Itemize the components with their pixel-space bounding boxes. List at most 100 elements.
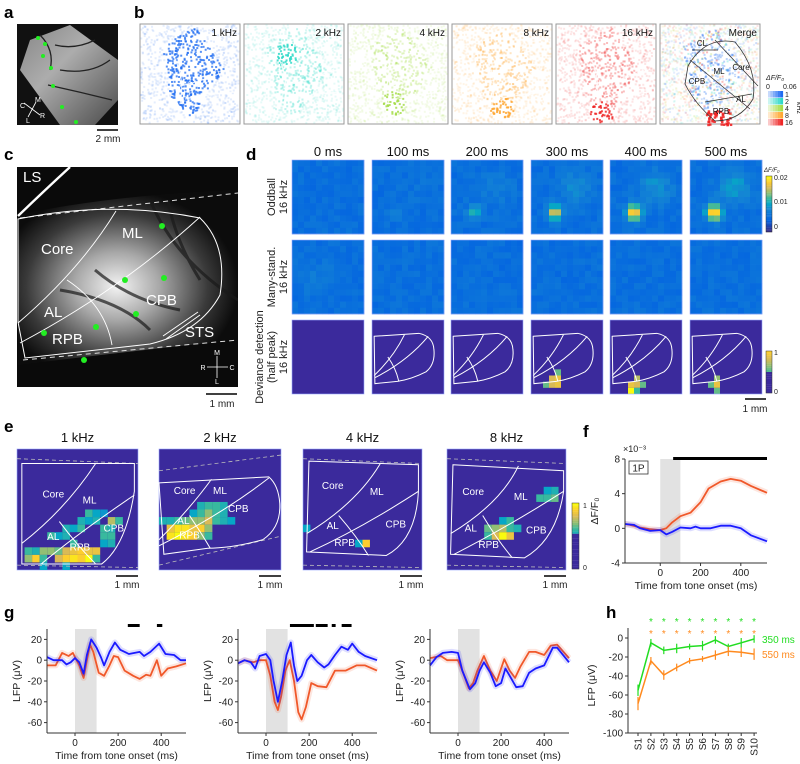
pixel [334,68,337,71]
pixel [618,75,621,78]
pixel [196,39,199,42]
pixel [301,83,304,86]
pixel [278,47,281,50]
pixel [303,75,306,78]
pixel [486,88,489,91]
pixel [605,92,608,95]
pixel [339,54,342,57]
pixel [301,47,304,50]
pixel [650,36,653,39]
pixel [388,104,391,107]
pixel [524,100,527,103]
pixel [330,110,333,113]
pixel [403,49,406,52]
pixel [621,63,624,66]
pixel [173,116,176,119]
pixel [440,75,443,78]
pixel [277,31,280,34]
pixel [410,113,413,116]
pixel [463,29,466,32]
pixel [408,42,411,45]
pixel [624,82,627,85]
pixel [617,75,620,78]
pixel [386,64,389,67]
pixel [227,100,230,103]
pixel [225,39,228,42]
pixel [441,66,444,69]
pixel [179,35,182,38]
pixel [442,114,445,117]
pixel [302,114,305,117]
pixel [444,115,447,118]
pixel [322,86,325,89]
pixel [476,44,479,47]
pixel [163,92,166,95]
pixel [366,49,369,52]
pixel [510,99,513,102]
pixel [233,115,236,118]
pixel [546,86,549,89]
pixel [255,89,258,92]
pixel [614,86,617,89]
pixel [373,51,376,54]
pixel [212,85,215,88]
pixel [422,87,425,90]
pixel [142,96,145,99]
pixel [277,118,280,121]
pixel [750,105,753,108]
pixel [251,82,254,85]
pixel [372,26,375,29]
pixel [549,28,552,31]
pixel [179,26,182,29]
pixel [395,29,398,32]
pixel [307,100,310,103]
pixel [314,34,317,37]
pixel [465,28,468,31]
pixel [340,26,343,29]
pixel [672,75,675,78]
pixel [661,51,664,54]
pixel [401,109,404,112]
pixel [585,103,588,106]
pixel [496,109,499,112]
pixel [747,58,750,61]
pixel [492,28,495,31]
pixel [165,118,168,121]
pixel [465,41,468,44]
pixel [522,91,525,94]
pixel [465,105,468,108]
pixel [196,102,199,105]
pixel [619,112,622,115]
pixel [753,98,756,101]
pixel [209,106,212,109]
pixel [476,64,479,67]
pixel [415,43,418,46]
pixel [302,110,305,113]
pixel [371,112,374,115]
pixel [436,103,439,106]
pixel [189,88,192,91]
pixel [627,81,630,84]
pixel [173,94,176,97]
pixel [216,77,219,80]
pixel [578,50,581,53]
pixel [317,35,320,38]
pixel [523,113,526,116]
pixel [526,90,529,93]
pixel [560,77,563,80]
pixel [425,58,428,61]
pixel [396,30,399,33]
pixel [568,94,571,97]
pixel [273,75,276,78]
pixel [288,72,291,75]
pixel [639,28,642,31]
pixel [391,38,394,41]
pixel [255,84,258,87]
pixel [612,103,615,106]
pixel [252,61,255,64]
pixel [265,24,268,27]
pixel [383,29,386,32]
pixel [140,81,143,84]
pixel [560,69,563,72]
pixel [441,37,444,40]
